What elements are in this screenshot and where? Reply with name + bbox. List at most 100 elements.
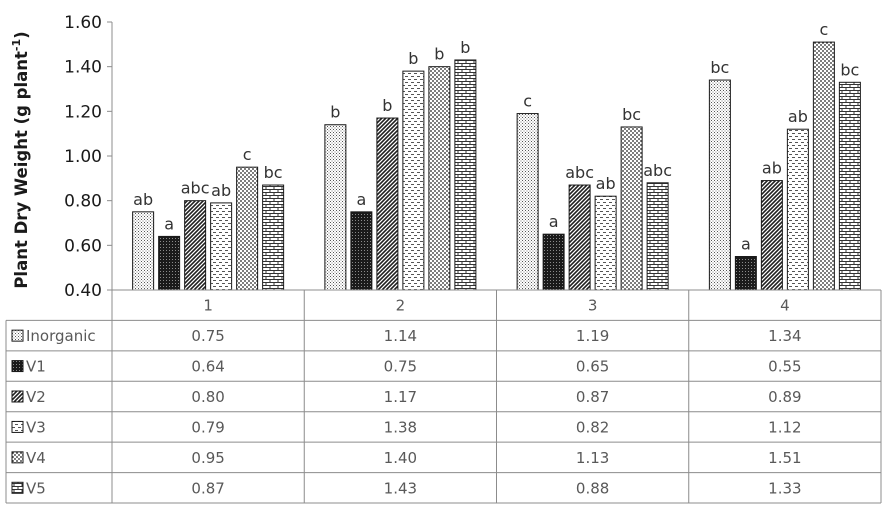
bar: [402, 70, 425, 291]
x-category-label: 3: [588, 297, 598, 315]
significance-letter: b: [382, 96, 392, 115]
significance-letter: abc: [643, 161, 672, 180]
y-tick-label: 0.60: [64, 236, 102, 256]
significance-letter: abc: [181, 179, 210, 198]
y-tick-label: 1.60: [64, 13, 102, 33]
legend-swatch: [11, 360, 24, 373]
table-cell-value: 1.33: [768, 479, 801, 497]
significance-letter: ab: [211, 181, 231, 200]
bar: [454, 59, 477, 291]
significance-letter: bc: [264, 163, 283, 182]
significance-letter: a: [356, 190, 366, 209]
significance-letter: a: [741, 235, 751, 254]
table-cell-value: 0.64: [191, 358, 224, 376]
legend-label: V5: [26, 479, 46, 497]
y-tick-label: 1.00: [64, 147, 102, 167]
bar: [786, 128, 809, 291]
table-cell-value: 0.88: [576, 479, 609, 497]
bar: [646, 182, 669, 291]
x-category-label: 2: [396, 297, 406, 315]
significance-letter: c: [523, 92, 532, 111]
legend-label: Inorganic: [26, 327, 96, 345]
bar: [734, 256, 757, 291]
bar: [620, 126, 643, 291]
table-cell-value: 1.14: [384, 327, 417, 345]
table-cell-value: 1.43: [384, 479, 417, 497]
table-cell-value: 0.82: [576, 418, 609, 436]
bar: [262, 184, 285, 291]
legend-label: V2: [26, 388, 46, 406]
bar: [708, 79, 731, 291]
table-cell-value: 1.12: [768, 418, 801, 436]
table-cell-value: 0.95: [191, 449, 224, 467]
bar: [428, 66, 451, 291]
bar: [812, 41, 835, 291]
table-cell-value: 0.55: [768, 358, 801, 376]
significance-letter: ab: [596, 174, 616, 193]
legend-swatch: [11, 481, 24, 494]
legend-swatch: [11, 329, 24, 342]
legend-label: V1: [26, 358, 46, 376]
data-table: 1 2 3 4 Inorganic 0.75 1.14 1.19 1.34 V1 0.64 0.75 0…: [5, 289, 882, 504]
bar: [184, 200, 207, 291]
bar: [132, 211, 155, 291]
bar: [376, 117, 399, 291]
legend-swatch: [11, 390, 24, 403]
table-cell-value: 0.89: [768, 388, 801, 406]
table-cell-value: 1.13: [576, 449, 609, 467]
y-tick-label: 1.20: [64, 102, 102, 122]
significance-letter: bc: [840, 60, 859, 79]
x-category-label: 4: [780, 297, 790, 315]
y-tick-label: 0.80: [64, 192, 102, 212]
bar: [568, 184, 591, 291]
table-cell-value: 1.17: [384, 388, 417, 406]
bar: [350, 211, 373, 291]
bar: [324, 124, 347, 291]
bar: [236, 166, 259, 291]
table-cell-value: 0.75: [384, 358, 417, 376]
legend-swatch: [11, 420, 24, 433]
bar: [158, 235, 181, 291]
bar: [516, 113, 539, 291]
significance-letter: ab: [762, 159, 782, 178]
significance-letter: bc: [710, 58, 729, 77]
significance-letter: a: [164, 214, 174, 233]
table-cell-value: 1.19: [576, 327, 609, 345]
significance-letter: bc: [622, 105, 641, 124]
y-tick-label: 0.40: [64, 281, 102, 301]
table-cell-value: 0.79: [191, 418, 224, 436]
y-axis-title: Plant Dry Weight (g plant-1): [10, 31, 31, 288]
y-axis-label: Plant Dry Weight (g plant-1): [10, 31, 31, 288]
significance-letter: b: [330, 103, 340, 122]
significance-letter: c: [819, 20, 828, 39]
significance-letter: b: [460, 38, 470, 57]
table-cell-value: 1.40: [384, 449, 417, 467]
legend-label: V4: [26, 449, 46, 467]
bar: [594, 195, 617, 291]
significance-letter: abc: [565, 163, 594, 182]
significance-letter: b: [408, 49, 418, 68]
bar: [760, 180, 783, 291]
significance-letter: a: [549, 212, 559, 231]
table-cell-value: 0.87: [191, 479, 224, 497]
significance-letter: ab: [133, 190, 153, 209]
table-cell-value: 1.34: [768, 327, 801, 345]
legend-swatch: [11, 451, 24, 464]
x-category-label: 1: [203, 297, 213, 315]
significance-letter: b: [434, 45, 444, 64]
table-cell-value: 0.80: [191, 388, 224, 406]
bar: [838, 81, 861, 291]
significance-letter: c: [243, 145, 252, 164]
bar: [210, 202, 233, 291]
table-cell-value: 1.51: [768, 449, 801, 467]
significance-letter: ab: [788, 107, 808, 126]
table-cell-value: 1.38: [384, 418, 417, 436]
bar: [542, 233, 565, 291]
table-cell-value: 0.87: [576, 388, 609, 406]
table-cell-value: 0.75: [191, 327, 224, 345]
table-cell-value: 0.65: [576, 358, 609, 376]
y-tick-label: 1.40: [64, 58, 102, 78]
